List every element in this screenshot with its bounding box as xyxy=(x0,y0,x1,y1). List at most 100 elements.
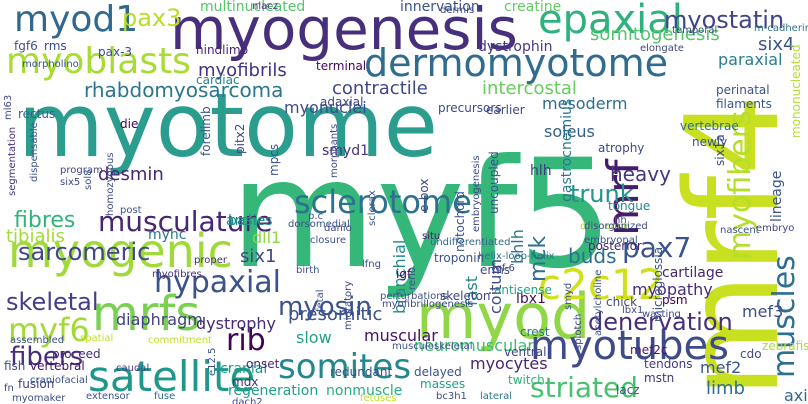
cloud-word: dach2 xyxy=(232,397,263,404)
cloud-word: elongate xyxy=(640,43,684,54)
cloud-word: axial xyxy=(784,386,808,404)
cloud-word: dystrophy xyxy=(196,314,277,333)
cloud-word: rms xyxy=(44,39,67,53)
cloud-word: lineage xyxy=(769,170,785,222)
cloud-word: delayed xyxy=(414,365,462,379)
cloud-word: dermomyotome xyxy=(364,41,669,85)
cloud-word: dermis xyxy=(440,5,475,16)
cloud-word: myotome xyxy=(18,74,438,177)
cloud-word: die xyxy=(120,117,139,131)
cloud-word: sol8 xyxy=(83,169,94,190)
cloud-word: lbx1 xyxy=(516,291,546,307)
cloud-word: adaxial xyxy=(320,95,364,109)
cloud-word: fibres xyxy=(14,208,76,233)
cloud-word: musculature xyxy=(98,205,273,238)
cloud-word: heavy xyxy=(610,162,671,186)
cloud-word: myocytes xyxy=(470,354,548,373)
cloud-word: mef2 xyxy=(700,358,742,377)
cloud-word: lbx1 xyxy=(622,305,644,316)
cloud-word: nonmuscle xyxy=(326,383,403,399)
cloud-word: sclerax xyxy=(367,190,378,226)
cloud-word: bc3h1 xyxy=(436,391,467,402)
cloud-word: program xyxy=(60,165,103,176)
cloud-word: dystrophin xyxy=(478,39,553,55)
cloud-word: cdo xyxy=(740,347,762,361)
cloud-word: fish xyxy=(4,359,26,373)
cloud-word: presomitic xyxy=(288,304,383,325)
cloud-word: myogenic xyxy=(8,224,233,278)
cloud-word: sarcomeric xyxy=(18,238,151,266)
cloud-word: proceed xyxy=(52,347,101,361)
cloud-word: twitch xyxy=(508,373,545,387)
cloud-word: hypaxial xyxy=(154,265,282,300)
cloud-word: fn xyxy=(4,383,14,394)
cloud-word: undifferentiated xyxy=(430,237,511,248)
cloud-word: pax3 xyxy=(122,4,182,32)
cloud-word: fetuses xyxy=(360,393,397,404)
cloud-word: antisense xyxy=(494,283,552,297)
cloud-word: nlacz xyxy=(252,1,278,12)
cloud-word: fetal xyxy=(315,289,326,313)
cloud-word: homozygous xyxy=(105,152,116,217)
cloud-word: myostatin xyxy=(664,6,785,34)
cloud-word: chick xyxy=(606,295,638,309)
cloud-word: myf5 xyxy=(230,128,614,302)
cloud-word: arches xyxy=(226,213,273,229)
cloud-word: buds xyxy=(568,244,617,268)
cloud-word: precursors xyxy=(438,101,502,115)
cloud-word: morphants xyxy=(329,123,340,178)
cloud-word: acetylcholine xyxy=(593,269,604,336)
cloud-word: dorsomedial xyxy=(288,219,350,230)
cloud-word: dll1 xyxy=(252,228,282,247)
cloud-word: myomaker xyxy=(12,393,66,404)
cloud-word: lateral xyxy=(480,391,512,402)
cloud-word: nascent xyxy=(720,225,760,236)
cloud-word: filaments xyxy=(716,97,772,111)
cloud-word: somitogenesis xyxy=(590,24,720,45)
cloud-word: redundant xyxy=(330,365,393,379)
cloud-word: craniofacial xyxy=(30,375,88,386)
cloud-word: tongue xyxy=(608,199,651,213)
cloud-word: post xyxy=(120,205,142,216)
cloud-word: spatial xyxy=(80,333,114,344)
cloud-word: epaxial xyxy=(538,0,683,43)
cloud-word: six5 xyxy=(60,177,81,188)
cloud-word: igf xyxy=(396,267,412,281)
cloud-word: proper xyxy=(194,255,227,266)
cloud-word: p.c xyxy=(308,211,324,222)
cloud-word: mdx xyxy=(232,375,259,389)
cloud-word: smyd1 xyxy=(322,143,370,159)
cloud-word: myod1 xyxy=(14,0,139,40)
cloud-word: muscular xyxy=(364,326,438,345)
cloud-word: myonuclei xyxy=(284,98,367,117)
cloud-word: crest xyxy=(520,325,550,339)
cloud-word: onset xyxy=(246,357,280,371)
cloud-word: closure xyxy=(310,235,346,246)
cloud-word: forelimb xyxy=(199,106,213,156)
cloud-word: paraxial xyxy=(718,50,783,69)
cloud-word: caudal xyxy=(116,363,150,374)
cloud-word: rerio xyxy=(407,266,418,290)
cloud-word: m-cadherin xyxy=(754,23,808,34)
cloud-word: lacz xyxy=(616,383,640,397)
cloud-word: troponin xyxy=(434,251,485,265)
cloud-word: myofibrils xyxy=(198,60,287,81)
cloud-word: tibialis xyxy=(6,226,65,247)
cloud-word: six1 xyxy=(240,246,277,267)
cloud-word: disorganized xyxy=(584,221,648,232)
cloud-word: zebrafish xyxy=(762,339,808,353)
cloud-word: terminal xyxy=(316,59,367,73)
cloud-word: masses xyxy=(420,377,466,391)
cloud-word: psm xyxy=(662,293,688,307)
cloud-word: slow xyxy=(296,328,332,347)
cloud-word: rib xyxy=(226,323,266,358)
cloud-word: soleus xyxy=(544,122,595,141)
cloud-word: basic xyxy=(228,213,265,229)
cloud-word: multinucleated xyxy=(200,0,306,15)
cloud-word: posterior xyxy=(588,239,642,253)
cloud-word: neuromuscular xyxy=(414,336,534,355)
cloud-word: satellite xyxy=(88,352,256,401)
cloud-word: myosin xyxy=(278,292,372,322)
cloud-word: atrophy xyxy=(598,141,645,155)
cloud-word: myofibrillogenesis xyxy=(382,299,474,310)
